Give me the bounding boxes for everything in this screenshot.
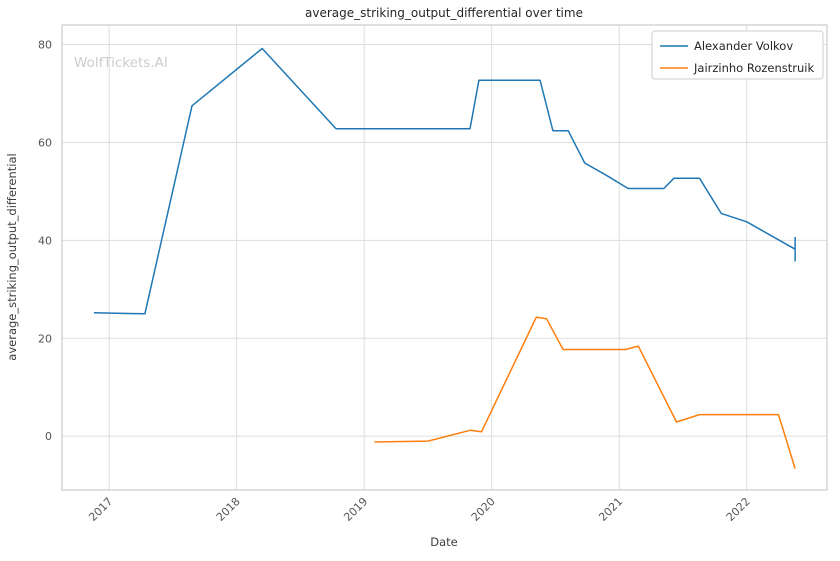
- x-tick-label: 2022: [724, 495, 753, 524]
- tick-layer: 2017 2018 2019 2020 2021 2022 0 20 40 60 80: [38, 39, 753, 524]
- chart-title: average_striking_output_differential ove…: [305, 6, 583, 20]
- x-tick-label: 2017: [86, 495, 115, 524]
- x-axis-label: Date: [430, 535, 458, 549]
- x-tick-label: 2019: [341, 495, 370, 524]
- legend: Alexander Volkov Jairzinho Rozenstruik: [651, 30, 824, 80]
- legend-label-jairzinho-rozenstruik: Jairzinho Rozenstruik: [693, 61, 814, 75]
- legend-label-alexander-volkov: Alexander Volkov: [694, 39, 793, 53]
- watermark: WolfTickets.AI: [74, 55, 168, 71]
- y-tick-label: 40: [38, 234, 52, 247]
- series-layer: [93, 47, 796, 469]
- y-tick-label: 60: [38, 136, 52, 149]
- y-tick-label: 0: [45, 430, 52, 443]
- y-axis-label: average_striking_output_differential: [5, 153, 19, 360]
- x-tick-label: 2020: [469, 495, 498, 524]
- series-line-jairzinho-rozenstruik: [374, 316, 796, 469]
- plot-area-border: [61, 24, 828, 491]
- x-tick-label: 2018: [214, 495, 243, 524]
- series-line-alexander-volkov: [93, 47, 796, 315]
- grid-layer: [62, 25, 827, 490]
- legend-box: [651, 30, 824, 80]
- x-tick-label: 2021: [596, 495, 625, 524]
- y-tick-label: 80: [38, 39, 52, 52]
- y-tick-label: 20: [38, 332, 52, 345]
